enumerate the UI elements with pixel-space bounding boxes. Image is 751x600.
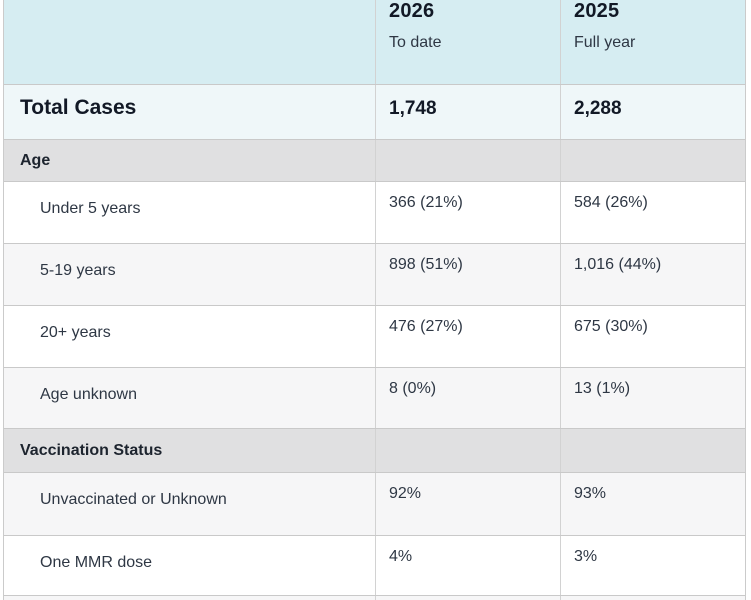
empty-cell	[560, 140, 745, 181]
value-cell-2026: 476 (27%)	[375, 306, 560, 367]
year-label: 2026	[389, 0, 435, 22]
row-label: Age unknown	[40, 386, 137, 403]
table-row-under-5-years: Under 5 years 366 (21%) 584 (26%)	[4, 181, 745, 243]
value-cell-2026: 8 (0%)	[375, 368, 560, 428]
value-cell-2025: 1,016 (44%)	[560, 244, 745, 305]
value-cell-2025: 13 (1%)	[560, 368, 745, 428]
total-cases-row: Total Cases 1,748 2,288	[4, 84, 745, 139]
year-label: 2025	[574, 0, 620, 22]
measles-data-table: 2026 To date 2025 Full year Total Cases …	[3, 0, 746, 600]
empty-cell	[375, 429, 560, 472]
section-row-vaccination-status: Vaccination Status	[4, 428, 745, 472]
value-cell-2025: 93%	[560, 473, 745, 535]
section-row-age: Age	[4, 139, 745, 181]
empty-cell	[375, 596, 560, 600]
row-label: 20+ years	[40, 324, 111, 341]
value-cell-2026: 366 (21%)	[375, 182, 560, 243]
section-label: Age	[20, 151, 51, 169]
header-spacer-cell	[4, 0, 375, 84]
row-label: One MMR dose	[40, 554, 153, 571]
empty-cell	[375, 140, 560, 181]
section-label: Vaccination Status	[20, 441, 163, 459]
row-label: 5-19 years	[40, 262, 116, 279]
table-row-one-mmr-dose: One MMR dose 4% 3%	[4, 535, 745, 595]
value-cell-2025: 3%	[560, 536, 745, 595]
table-row-20-plus-years: 20+ years 476 (27%) 675 (30%)	[4, 305, 745, 367]
empty-cell	[4, 596, 375, 600]
period-label: Full year	[574, 34, 636, 51]
value-cell-2026: 898 (51%)	[375, 244, 560, 305]
value-cell-2025: 2,288	[560, 85, 745, 139]
clipped-next-row	[4, 595, 745, 600]
empty-cell	[560, 596, 745, 600]
empty-cell	[560, 429, 745, 472]
row-label: Total Cases	[20, 96, 137, 119]
table-row-5-19-years: 5-19 years 898 (51%) 1,016 (44%)	[4, 243, 745, 305]
value-cell-2025: 675 (30%)	[560, 306, 745, 367]
table-header-row: 2026 To date 2025 Full year	[4, 0, 745, 84]
column-header-2026: 2026 To date	[375, 0, 560, 84]
value-cell-2026: 92%	[375, 473, 560, 535]
value-cell-2025: 584 (26%)	[560, 182, 745, 243]
table-row-unvaccinated-or-unknown: Unvaccinated or Unknown 92% 93%	[4, 472, 745, 535]
row-label: Unvaccinated or Unknown	[40, 491, 227, 508]
value-cell-2026: 4%	[375, 536, 560, 595]
table-row-age-unknown: Age unknown 8 (0%) 13 (1%)	[4, 367, 745, 428]
value-cell-2026: 1,748	[375, 85, 560, 139]
column-header-2025: 2025 Full year	[560, 0, 745, 84]
period-label: To date	[389, 34, 442, 51]
row-label: Under 5 years	[40, 200, 141, 217]
